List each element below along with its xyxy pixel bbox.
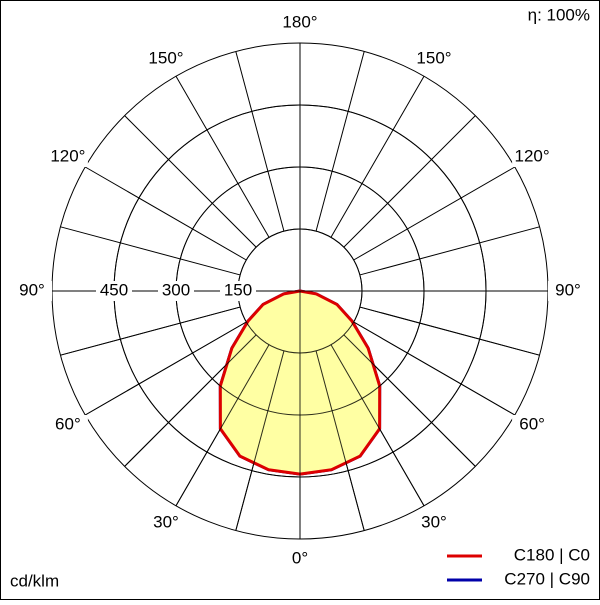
tick-label-bg (220, 281, 256, 301)
angle-label-bg (512, 147, 553, 167)
spoke (353, 166, 516, 261)
r-tick-label: 300 (162, 280, 190, 299)
spoke (343, 115, 476, 248)
spoke-overlay (124, 334, 257, 467)
angle-label-bg (280, 549, 320, 569)
angle-label: 0° (292, 548, 308, 567)
spoke-overlay (175, 344, 270, 507)
angle-label: 60° (55, 414, 81, 433)
spoke-overlay (353, 321, 516, 416)
angle-label-bg (512, 415, 553, 435)
spoke-overlay (315, 350, 365, 531)
efficiency-label: η: 100% (528, 5, 590, 24)
r-tick-label: 150 (224, 280, 252, 299)
spoke (124, 115, 257, 248)
spoke-overlay (359, 306, 540, 356)
spoke-overlay (330, 344, 425, 507)
tick-label-bg (158, 281, 194, 301)
angle-label-bg (47, 415, 88, 435)
angle-label-bg (280, 13, 320, 33)
angle-label-bg (47, 147, 88, 167)
angle-label-bg (548, 281, 588, 301)
angle-label-bg (146, 48, 186, 69)
spoke-overlay (60, 306, 241, 356)
angle-label-bg (414, 48, 454, 69)
spoke (60, 226, 241, 276)
spoke (315, 51, 365, 232)
spoke-overlay (84, 321, 247, 416)
spoke (359, 226, 540, 276)
angle-label: 150° (416, 48, 451, 67)
angle-label: 30° (153, 513, 179, 532)
spoke (175, 75, 270, 238)
angle-label-bg (414, 513, 454, 534)
unit-label: cd/klm (10, 571, 59, 590)
angle-label: 120° (50, 146, 85, 165)
angle-label: 150° (148, 48, 183, 67)
legend-label: C270 | C90 (504, 569, 590, 588)
spoke-overlay (235, 350, 285, 531)
spoke (330, 75, 425, 238)
angle-label: 90° (555, 280, 581, 299)
angle-label-bg (12, 281, 52, 301)
angle-label-bg (146, 513, 186, 534)
angle-label: 120° (515, 146, 550, 165)
spoke (84, 166, 247, 261)
angle-label: 180° (282, 12, 317, 31)
tick-label-bg (96, 281, 132, 301)
r-tick-label: 450 (100, 280, 128, 299)
angle-label: 60° (519, 414, 545, 433)
spoke (235, 51, 285, 232)
angle-label: 30° (421, 513, 447, 532)
spoke-overlay (343, 334, 476, 467)
angle-label: 90° (19, 280, 45, 299)
legend-label: C180 | C0 (514, 545, 590, 564)
